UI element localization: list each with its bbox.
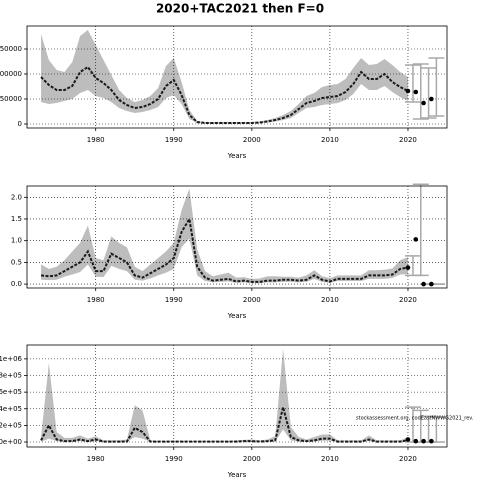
y-tick-label: 50000 — [0, 95, 22, 103]
x-tick-label: 1990 — [165, 455, 183, 463]
x-tick-label: 1980 — [87, 296, 105, 304]
confidence-band — [41, 348, 408, 442]
projection-point — [429, 96, 434, 102]
y-tick-label: 8e+05 — [0, 372, 22, 380]
y-tick-label: 6e+05 — [0, 388, 22, 396]
y-tick-label: 0.0 — [11, 280, 22, 288]
x-tick-label: 2000 — [243, 455, 261, 463]
x-tick-label: 2010 — [321, 296, 339, 304]
x-tick-label: 2020 — [399, 136, 417, 144]
plot-frame — [26, 185, 448, 289]
x-tick-label: 2010 — [321, 455, 339, 463]
x-tick-label: 2020 — [399, 455, 417, 463]
y-tick-label: 0 — [18, 120, 22, 128]
y-tick-label: 0e+00 — [0, 438, 22, 446]
projection-point — [413, 237, 419, 242]
annotation: stockassessment.org, codEastNWWG2021_rev… — [356, 416, 474, 422]
projection-point — [405, 88, 411, 94]
y-tick-label: 100000 — [0, 70, 22, 78]
projection-point — [429, 438, 434, 444]
projection-point — [429, 281, 434, 287]
median-line — [40, 216, 409, 283]
x-tick-label: 1990 — [165, 136, 183, 144]
x-axis-label: Years — [227, 312, 247, 320]
x-tick-label: 2020 — [399, 296, 417, 304]
y-tick-label: 2.0 — [11, 193, 22, 201]
y-tick-label: 4e+05 — [0, 405, 22, 413]
projection-point — [413, 438, 419, 444]
panel: 1980 1990 2000 2010 2020 0e+00 2e+05 4e+05 6e+05… — [0, 344, 474, 479]
confidence-band — [41, 30, 408, 124]
median-line — [40, 65, 409, 124]
projection-point — [421, 100, 426, 106]
x-tick-label: 1980 — [87, 136, 105, 144]
plot-frame — [26, 344, 448, 448]
confidence-band — [41, 188, 408, 284]
projection-point — [421, 281, 426, 287]
x-tick-label: 1980 — [87, 455, 105, 463]
y-tick-label: 1e+06 — [0, 355, 23, 363]
x-axis-label: Years — [227, 152, 247, 160]
projection-point — [405, 265, 411, 270]
y-tick-label: 0.5 — [11, 258, 22, 266]
x-tick-label: 2010 — [321, 136, 339, 144]
y-tick-label: 2e+05 — [0, 421, 22, 429]
projection-point — [405, 437, 411, 442]
y-tick-label: 1.0 — [11, 237, 22, 245]
median-line — [40, 406, 409, 443]
x-tick-label: 2000 — [243, 136, 261, 144]
projection-point — [421, 438, 426, 444]
x-axis-label: Years — [227, 471, 247, 479]
plot-frame — [26, 25, 448, 129]
projection-point — [413, 89, 419, 95]
panel: 1980 1990 2000 2010 2020 0.0 0.5 1.0 1.5 2.0 Years — [11, 183, 448, 320]
y-tick-label: 150000 — [0, 45, 22, 53]
x-tick-label: 2000 — [243, 296, 261, 304]
figure-title: 2020+TAC2021 then F=0 — [156, 2, 324, 16]
panel: 1980 1990 2000 2010 2020 0 50000 100000 150000 Ye… — [0, 25, 448, 160]
x-tick-label: 1990 — [165, 296, 183, 304]
y-tick-label: 1.5 — [11, 215, 22, 223]
